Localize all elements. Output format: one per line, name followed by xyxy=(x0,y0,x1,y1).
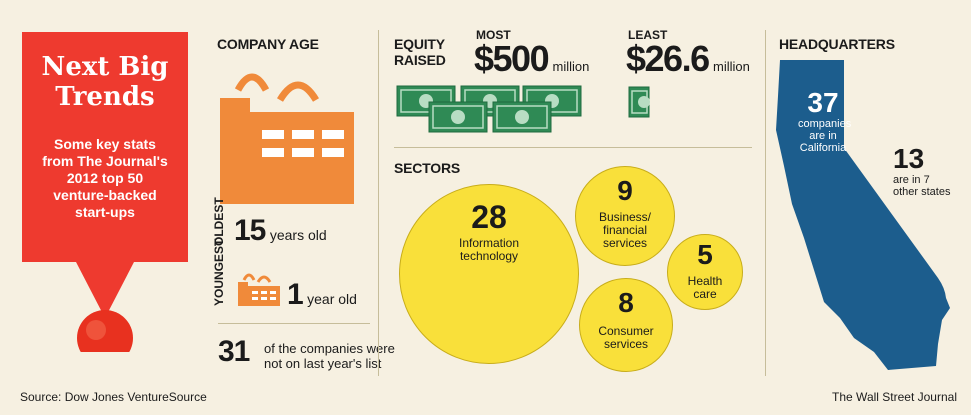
credit-note: The Wall Street Journal xyxy=(832,390,957,404)
other-states-label-line: are in 7 xyxy=(893,174,930,186)
youngest-unit: year old xyxy=(307,291,357,307)
sector-health-label: Health care xyxy=(668,275,742,301)
trends-title-line2: Trends xyxy=(55,82,155,112)
sector-health-value: 5 xyxy=(697,239,713,270)
least-stat: $26.6 million xyxy=(626,38,750,80)
company-age-heading: COMPANY AGE xyxy=(217,36,319,52)
trends-title: Next Big Trends xyxy=(22,52,188,112)
california-stat: 37 companies are in California xyxy=(798,87,852,155)
equity-heading-line: RAISED xyxy=(394,52,446,68)
california-label-line: California xyxy=(799,142,847,154)
other-states-label-line: other states xyxy=(893,186,951,198)
oldest-unit: years old xyxy=(269,227,327,243)
returning-text: of the companies were not on last year's… xyxy=(264,341,395,371)
california-label-line: are in xyxy=(809,130,837,142)
youngest-label: YOUNGEST xyxy=(212,238,226,306)
trends-subtitle-line: start-ups xyxy=(75,204,135,220)
sector-bubble-business: 9 Business/ financial services xyxy=(575,166,675,266)
column-divider xyxy=(765,30,766,376)
sector-bubble-health: 5 Health care xyxy=(667,234,743,310)
sector-label-line: Consumer xyxy=(598,324,654,338)
factory-large-icon xyxy=(220,73,354,204)
least-unit: million xyxy=(713,59,750,74)
sector-label-line: Health xyxy=(687,274,723,288)
least-value: $26.6 xyxy=(626,38,710,79)
sector-consumer-value: 8 xyxy=(618,287,634,318)
trends-subtitle: Some key stats from The Journal's 2012 t… xyxy=(30,136,180,221)
trends-subtitle-line: 2012 top 50 xyxy=(66,170,144,186)
returning-text-line: of the companies were xyxy=(264,341,395,356)
most-value: $500 xyxy=(474,38,550,79)
california-map-icon xyxy=(776,60,950,370)
money-sliver-icon xyxy=(628,86,650,118)
oldest-value: 15 xyxy=(234,214,266,247)
equity-divider xyxy=(394,147,752,148)
most-unit: million xyxy=(552,59,590,74)
sector-it-label: Information technology xyxy=(400,237,578,263)
sector-business-label: Business/ financial services xyxy=(576,211,674,250)
most-label: MOST xyxy=(476,28,511,42)
sector-label-line: financial xyxy=(602,223,648,237)
returning-value: 31 xyxy=(218,335,250,368)
trends-subtitle-line: Some key stats xyxy=(54,136,156,152)
sector-label-line: services xyxy=(602,236,647,250)
sector-business-value: 9 xyxy=(617,175,633,206)
age-divider xyxy=(218,323,370,324)
other-states-label: are in 7 other states xyxy=(893,174,950,198)
youngest-value: 1 xyxy=(287,278,304,311)
trends-title-line1: Next Big xyxy=(41,52,169,82)
sector-it-value: 28 xyxy=(471,199,507,235)
sector-label-line: Information xyxy=(458,236,520,250)
sector-consumer-label: Consumer services xyxy=(580,325,672,351)
trends-subtitle-line: venture-backed xyxy=(53,187,157,203)
sector-label-line: Business/ xyxy=(598,210,652,224)
youngest-stat: 1 year old xyxy=(287,278,357,312)
trends-panel: Next Big Trends Some key stats from The … xyxy=(22,32,188,352)
other-states-value: 13 xyxy=(893,143,925,174)
returning-text-line: not on last year's list xyxy=(264,356,382,371)
other-states-stat: 13 are in 7 other states xyxy=(893,143,950,199)
sector-label-line: care xyxy=(693,287,717,301)
sectors-heading: SECTORS xyxy=(394,160,461,176)
sector-bubble-consumer: 8 Consumer services xyxy=(579,278,673,372)
source-note: Source: Dow Jones VentureSource xyxy=(20,390,207,404)
sector-bubble-it: 28 Information technology xyxy=(399,184,579,364)
headquarters-heading: HEADQUARTERS xyxy=(779,36,895,52)
trends-flag-graphic xyxy=(22,32,188,352)
oldest-stat: 15 years old xyxy=(234,214,327,248)
california-value: 37 xyxy=(807,87,839,118)
sector-label-line: technology xyxy=(459,249,519,263)
factory-small-icon xyxy=(238,273,280,306)
california-label: companies are in California xyxy=(798,118,852,154)
money-stack-icon xyxy=(396,85,582,133)
equity-heading-line: EQUITY xyxy=(394,36,445,52)
column-divider xyxy=(378,30,379,376)
california-label-line: companies xyxy=(798,118,852,130)
most-stat: $500 million xyxy=(474,38,589,80)
sector-label-line: services xyxy=(603,337,648,351)
equity-heading: EQUITY RAISED xyxy=(394,36,446,68)
trends-subtitle-line: from The Journal's xyxy=(42,153,168,169)
least-label: LEAST xyxy=(628,28,668,42)
